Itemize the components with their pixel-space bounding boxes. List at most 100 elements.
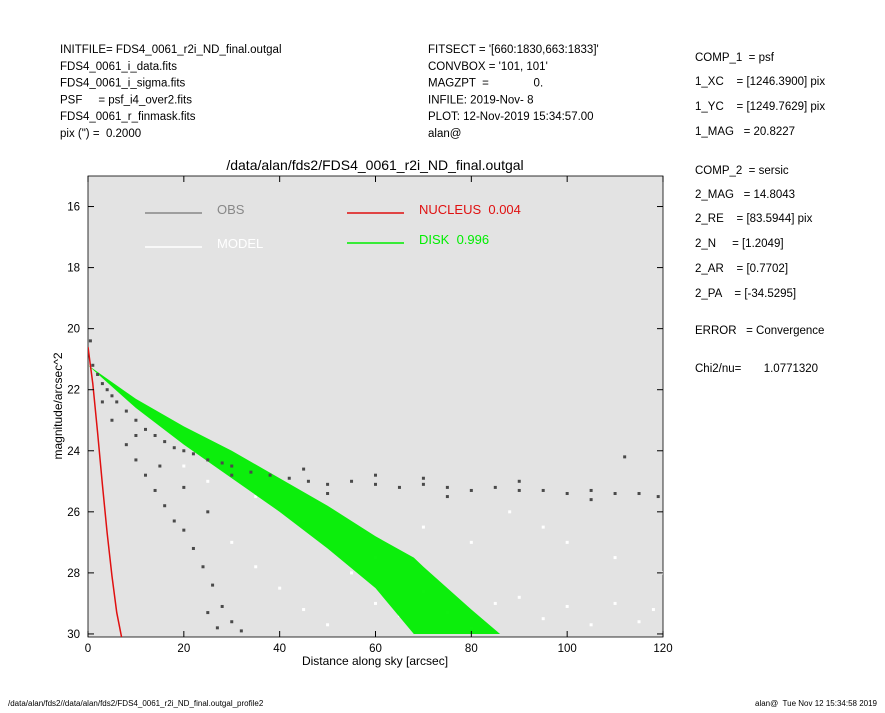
data-line bbox=[88, 346, 123, 637]
data-band bbox=[88, 365, 501, 634]
data-point bbox=[115, 400, 119, 404]
data-point bbox=[326, 623, 330, 627]
data-point bbox=[134, 418, 138, 422]
data-point bbox=[110, 394, 114, 398]
data-point bbox=[302, 608, 306, 612]
data-point bbox=[541, 488, 545, 492]
data-point bbox=[163, 440, 167, 444]
data-point bbox=[153, 434, 157, 438]
data-point bbox=[172, 519, 176, 523]
data-point bbox=[589, 488, 593, 492]
data-point bbox=[493, 485, 497, 489]
data-point bbox=[541, 617, 545, 621]
data-point bbox=[374, 473, 377, 477]
header-right-line: 1_MAG = 20.8227 bbox=[695, 126, 795, 138]
header-left-line: FDS4_0061_i_sigma.fits bbox=[60, 78, 186, 90]
footer-left: /data/alan/fds2//data/alan/fds2/FDS4_006… bbox=[8, 699, 264, 708]
data-point bbox=[565, 492, 569, 496]
x-tick-label: 0 bbox=[85, 643, 91, 655]
data-point bbox=[88, 339, 92, 343]
data-point bbox=[110, 418, 114, 422]
data-point bbox=[613, 601, 617, 605]
data-point bbox=[134, 458, 138, 462]
data-point bbox=[153, 488, 157, 492]
data-point bbox=[589, 498, 593, 502]
data-point bbox=[172, 446, 176, 450]
header-middle-line: FITSECT = '[660:1830,663:1833]' bbox=[428, 44, 599, 56]
y-tick-label: 28 bbox=[67, 568, 80, 580]
data-point bbox=[397, 485, 401, 489]
y-tick-label: 20 bbox=[67, 324, 80, 336]
y-tick-label: 26 bbox=[67, 507, 80, 519]
data-point bbox=[124, 443, 128, 447]
data-point bbox=[206, 510, 210, 514]
chart-title: /data/alan/fds2/FDS4_0061_r2i_ND_final.o… bbox=[226, 157, 523, 173]
data-point bbox=[656, 495, 660, 499]
header-middle-line: MAGZPT = 0. bbox=[428, 78, 543, 90]
y-tick-label: 22 bbox=[67, 385, 80, 397]
header-right-line: 1_YC = [1249.7629] pix bbox=[695, 101, 825, 113]
data-point bbox=[191, 452, 195, 456]
data-point bbox=[230, 620, 234, 624]
data-point bbox=[565, 604, 569, 608]
data-point bbox=[637, 620, 641, 624]
y-axis-label: magnitude/arcsec^2 bbox=[51, 352, 65, 459]
data-point bbox=[220, 604, 224, 608]
data-point bbox=[469, 488, 473, 492]
data-point bbox=[565, 540, 569, 544]
data-point bbox=[623, 455, 627, 459]
data-point bbox=[254, 495, 258, 499]
data-point bbox=[230, 464, 234, 468]
data-point bbox=[517, 479, 521, 483]
data-point bbox=[541, 525, 545, 529]
data-point bbox=[124, 409, 128, 413]
data-point bbox=[278, 586, 282, 590]
data-point bbox=[445, 485, 449, 489]
data-point bbox=[158, 464, 162, 468]
header-left-line: PSF = psf_i4_over2.fits bbox=[60, 94, 192, 106]
data-point bbox=[206, 458, 210, 462]
data-point bbox=[374, 482, 377, 486]
header-left-line: INITFILE= FDS4_0061_r2i_ND_final.outgal bbox=[60, 44, 282, 56]
data-point bbox=[182, 528, 186, 532]
data-point bbox=[613, 492, 617, 496]
data-point bbox=[254, 565, 258, 569]
x-tick-label: 100 bbox=[558, 643, 577, 655]
data-point bbox=[287, 476, 291, 480]
data-point bbox=[96, 372, 100, 376]
data-point bbox=[302, 467, 306, 471]
legend-label: OBS bbox=[217, 202, 245, 217]
data-point bbox=[326, 482, 330, 486]
data-point bbox=[100, 382, 104, 386]
y-tick-label: 30 bbox=[67, 629, 80, 641]
header-right-line: 2_PA = [-34.5295] bbox=[695, 288, 796, 300]
data-point bbox=[268, 473, 272, 477]
data-point bbox=[211, 583, 215, 587]
data-point bbox=[637, 492, 641, 496]
x-tick-label: 40 bbox=[273, 643, 286, 655]
y-tick-label: 24 bbox=[67, 446, 80, 458]
data-point bbox=[508, 510, 512, 514]
data-point bbox=[182, 485, 186, 489]
data-point bbox=[493, 601, 497, 605]
header-right-line: 2_AR = [0.7702] bbox=[695, 263, 788, 275]
data-point bbox=[306, 479, 310, 483]
data-point bbox=[517, 595, 521, 599]
data-point bbox=[421, 525, 425, 529]
data-point bbox=[206, 611, 210, 615]
footer-right: alan@ Tue Nov 12 15:34:58 2019 bbox=[755, 699, 878, 708]
data-point bbox=[206, 479, 210, 483]
data-point bbox=[421, 476, 425, 480]
header-left-line: FDS4_0061_r_finmask.fits bbox=[60, 111, 196, 123]
data-point bbox=[589, 623, 593, 627]
data-point bbox=[230, 540, 234, 544]
data-point bbox=[91, 363, 95, 367]
header-right-line: 2_N = [1.2049] bbox=[695, 238, 784, 250]
data-point bbox=[350, 479, 354, 483]
header-right-line: ERROR = Convergence bbox=[695, 325, 824, 337]
header-left-line: FDS4_0061_i_data.fits bbox=[60, 61, 177, 73]
data-point bbox=[215, 626, 219, 630]
data-point bbox=[374, 601, 377, 605]
data-point bbox=[517, 488, 521, 492]
